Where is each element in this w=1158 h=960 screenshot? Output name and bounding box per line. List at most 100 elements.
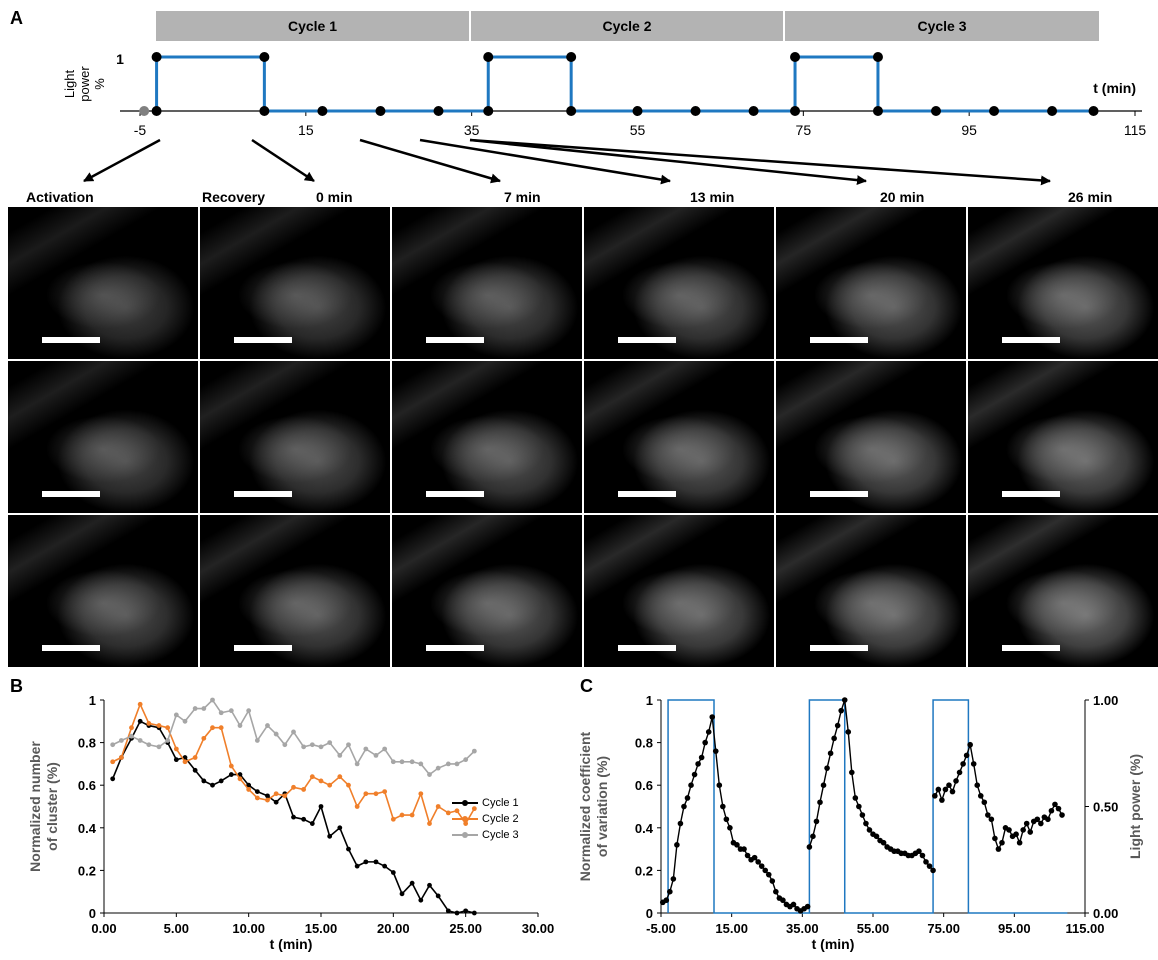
- timeline-y-label: Lightpower%: [62, 66, 107, 102]
- micrograph-tile: [968, 361, 1158, 513]
- chart-b-point-cycle-2: [165, 725, 171, 731]
- chart-c-cv-point: [939, 797, 945, 803]
- microscopy-image-grid: [8, 207, 1158, 669]
- chart-c-cv-point: [841, 697, 848, 703]
- chart-b-x-tick-label: 0.00: [91, 921, 116, 936]
- chart-c-x-tick-label: 35.00: [786, 921, 819, 936]
- scale-bar: [618, 645, 676, 651]
- chart-b-point-cycle-1: [265, 793, 270, 799]
- chart-c-cv-point: [765, 871, 772, 878]
- chart-c-cv-point: [1034, 816, 1041, 823]
- chart-b-point-cycle-2: [192, 755, 198, 760]
- chart-b-point-cycle-2: [471, 806, 477, 812]
- micrograph-tile: [392, 361, 582, 513]
- chart-b-point-cycle-2: [246, 787, 252, 792]
- chart-b-point-cycle-1: [210, 782, 215, 788]
- cell-image: [392, 515, 582, 667]
- chart-b-point-cycle-1: [291, 814, 296, 820]
- chart-b-point-cycle-1: [218, 778, 224, 784]
- chart-c-cv-point: [880, 839, 887, 846]
- chart-c-y-tick-label: 0.8: [635, 736, 653, 751]
- timeline-tick-label: 35: [464, 122, 480, 138]
- chart-c-cv-point: [932, 793, 938, 799]
- chart-b-point-cycle-2: [118, 755, 124, 760]
- chart-c-cv-point: [845, 729, 852, 735]
- chart-b-x-tick-label: 25.00: [449, 921, 482, 936]
- chart-c-y2-tick-label: 0.50: [1093, 800, 1118, 815]
- chart-b-point-cycle-2: [390, 816, 396, 822]
- chart-b-point-cycle-2: [354, 804, 360, 809]
- chart-c-cv-point: [804, 903, 811, 910]
- scale-bar: [810, 645, 868, 651]
- micrograph-tile: [8, 515, 198, 667]
- chart-c-cv-point: [709, 714, 716, 720]
- chart-c-cv-point: [949, 788, 956, 795]
- chart-c-cv-point: [1048, 807, 1055, 814]
- chart-c-cv-line-segment: [662, 716, 808, 912]
- timeline-tick-label: 75: [796, 122, 812, 138]
- chart-b-point-cycle-3: [192, 706, 198, 711]
- chart-b-point-cycle-2: [463, 821, 469, 826]
- chart-c-cv-point: [946, 782, 952, 788]
- chart-b-y-tick-label: 1: [89, 693, 96, 708]
- micrograph-tile: [392, 515, 582, 667]
- chart-b-point-cycle-3: [301, 744, 307, 750]
- chart-c-cv-point: [720, 803, 726, 810]
- chart-c-x-tick-label: 55.00: [857, 921, 890, 936]
- chart-b-point-cycle-2: [318, 778, 324, 784]
- chart-b-x-tick-label: 10.00: [232, 921, 265, 936]
- scale-bar: [42, 645, 100, 651]
- scale-bar: [618, 491, 676, 497]
- panel-letter-a: A: [10, 8, 23, 28]
- chart-b-point-cycle-2: [146, 721, 152, 726]
- chart-c-cv-point: [773, 888, 779, 895]
- chart-c-cv-point: [967, 741, 973, 748]
- chart-b-point-cycle-3: [382, 746, 388, 752]
- timepoint-arrow: [469, 138, 1051, 186]
- chart-b-point-cycle-2: [291, 784, 296, 790]
- legend-label-cycle-3: Cycle 3: [482, 829, 519, 841]
- chart-b-point-cycle-3: [254, 738, 260, 743]
- chart-b-x-tick-label: 20.00: [377, 921, 410, 936]
- chart-b-point-cycle-1: [427, 882, 432, 888]
- chart-b-y-tick-label: 0.6: [78, 778, 96, 793]
- timeline-dot: [566, 106, 577, 116]
- chart-c-cv-point: [667, 888, 673, 895]
- micrograph-tile: [968, 207, 1158, 359]
- timeline-dot: [317, 106, 328, 116]
- timeline-dot: [748, 106, 759, 116]
- chart-c-cv-point: [852, 795, 859, 801]
- chart-b-y-tick-label: 0.2: [78, 863, 96, 878]
- timeline-dot: [375, 106, 386, 116]
- chart-b-point-cycle-3: [409, 759, 415, 765]
- cycle-3-bar: Cycle 3: [785, 11, 1099, 41]
- chart-c-cv-point: [856, 803, 862, 810]
- chart-c-cv-point: [741, 846, 747, 852]
- cell-image: [776, 515, 966, 667]
- chart-c-cv-point: [744, 852, 751, 859]
- chart-c-cv-point: [960, 761, 966, 767]
- chart-b-point-cycle-3: [427, 772, 432, 777]
- chart-c-y-tick-label: 0.2: [635, 863, 653, 878]
- timepoint-arrow: [469, 138, 867, 186]
- legend-label-cycle-1: Cycle 1: [482, 797, 519, 809]
- chart-c-cv-point: [981, 799, 988, 806]
- chart-b-point-cycle-1: [346, 846, 351, 852]
- chart-b-point-cycle-3: [418, 761, 424, 767]
- timeline-dot: [690, 106, 701, 116]
- timeline-dot: [151, 52, 162, 62]
- timeline-dot: [632, 106, 643, 116]
- chart-b-point-cycle-3: [137, 738, 143, 743]
- chart-c-cv-point: [663, 897, 670, 904]
- chart-b-point-cycle-3: [291, 729, 296, 735]
- scale-bar: [426, 645, 484, 651]
- chart-b-point-cycle-2: [210, 725, 215, 731]
- chart-c-cv-point: [995, 846, 1002, 852]
- panel-letter-b: B: [10, 676, 23, 696]
- cell-image: [584, 515, 774, 667]
- chart-b-point-cycle-2: [399, 812, 405, 818]
- chart-c-cv-point: [926, 863, 933, 869]
- timeline-tick-label: -5: [134, 122, 147, 138]
- chart-c-cv-point: [1059, 812, 1065, 818]
- chart-b-point-cycle-3: [110, 742, 116, 748]
